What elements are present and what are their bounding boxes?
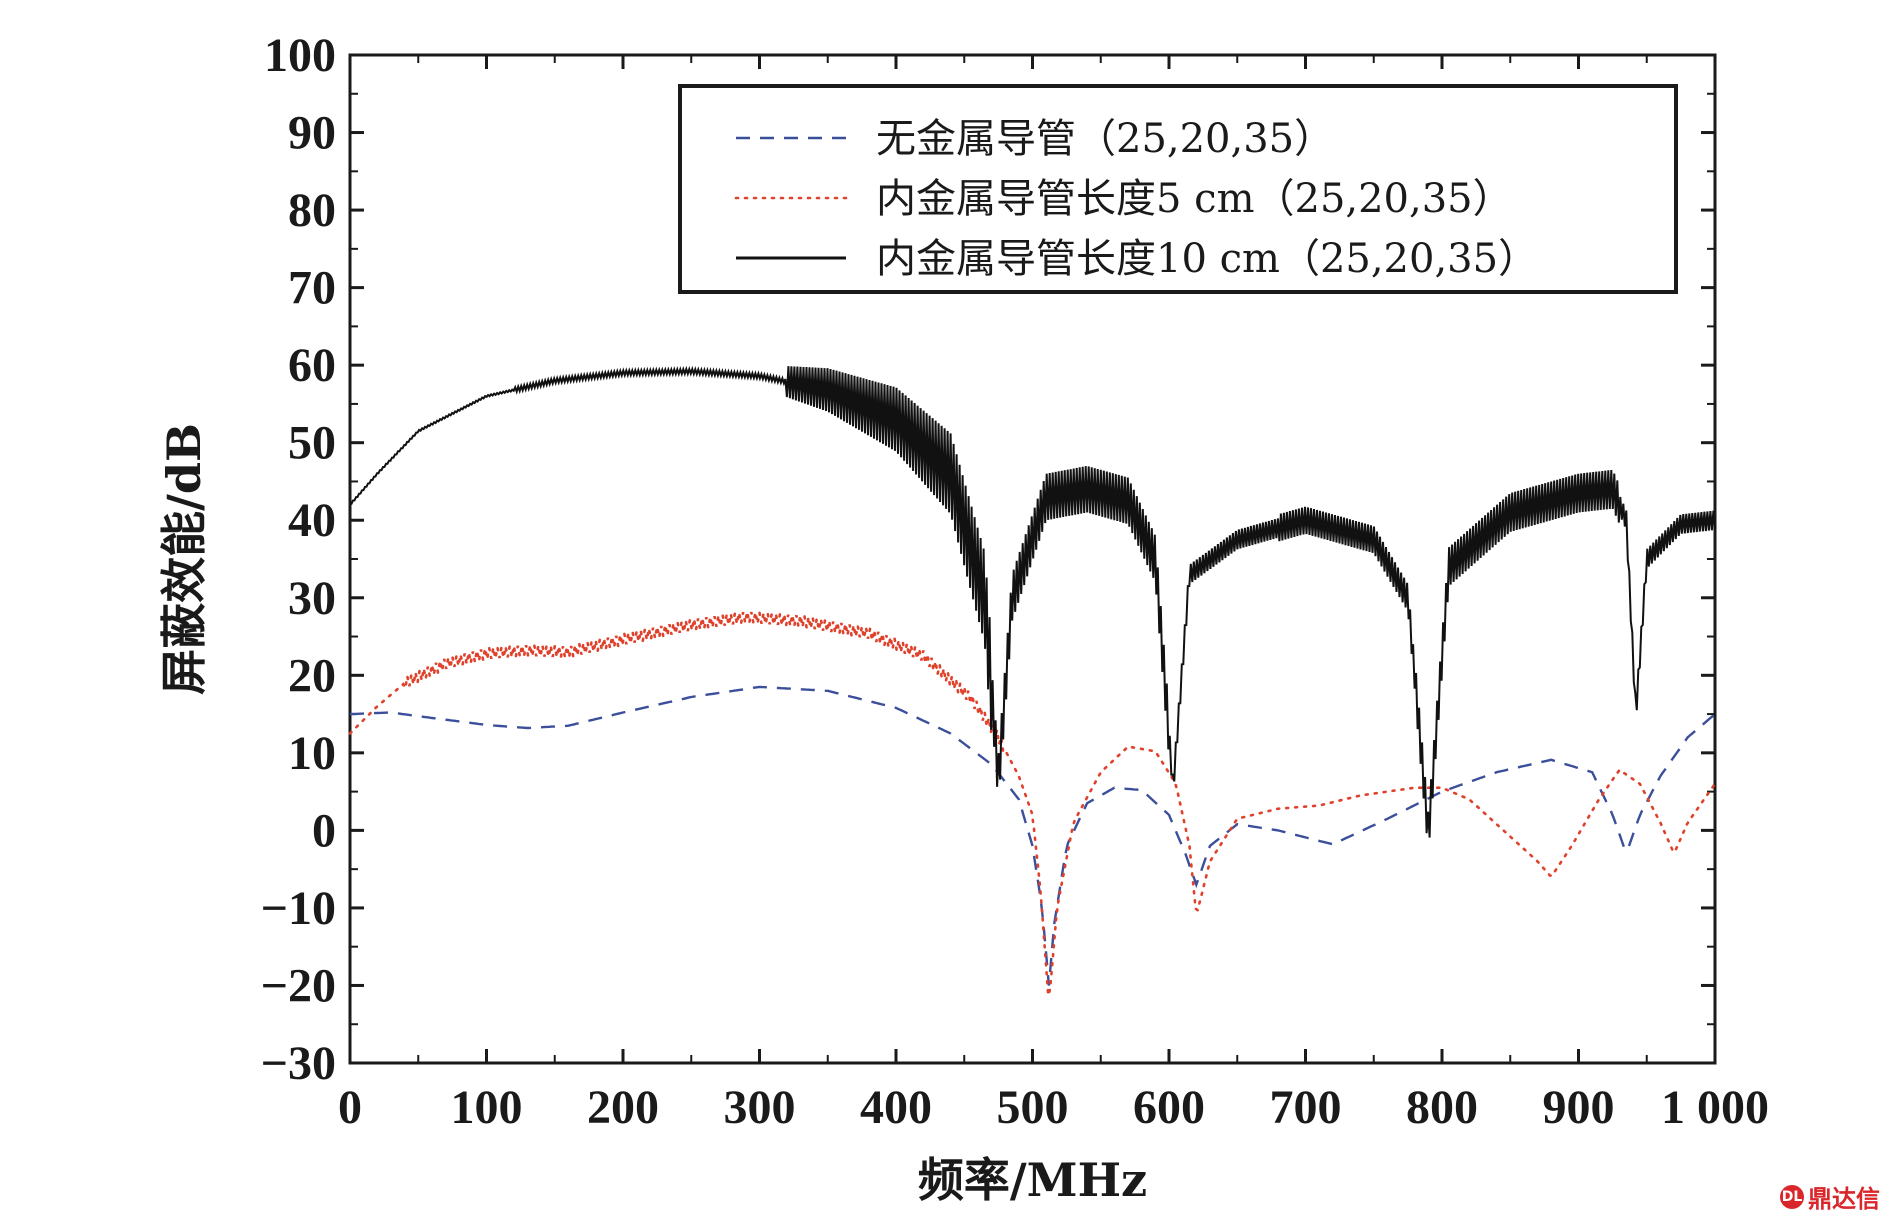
y-tick-label: 0 xyxy=(312,804,336,857)
x-tick-label: 900 xyxy=(1543,1081,1615,1134)
x-tick-label: 600 xyxy=(1133,1081,1205,1134)
legend-label-3: 内金属导管长度10 cm（25,20,35） xyxy=(876,236,1538,282)
y-tick-label: 90 xyxy=(288,107,336,160)
legend-label-2: 内金属导管长度5 cm（25,20,35） xyxy=(876,176,1513,222)
x-axis: 0 100 200 300 400 500 600 700 800 900 1 000 xyxy=(338,55,1769,1134)
x-tick-label: 400 xyxy=(860,1081,932,1134)
y-axis-title: 屏蔽效能/dB xyxy=(157,423,211,695)
x-tick-label: 100 xyxy=(451,1081,523,1134)
legend: 无金属导管（25,20,35） 内金属导管长度5 cm（25,20,35） 内金属导… xyxy=(678,84,1678,294)
brand-logo-icon: DL xyxy=(1780,1184,1804,1209)
x-tick-label: 200 xyxy=(587,1081,659,1134)
series-line-2 xyxy=(348,611,1715,996)
y-tick-label: −30 xyxy=(261,1037,336,1090)
y-tick-label: −10 xyxy=(261,882,336,935)
series-line-3 xyxy=(349,365,1716,838)
x-tick-label: 1 000 xyxy=(1661,1081,1769,1134)
y-tick-label: 40 xyxy=(288,494,336,547)
x-tick-label: 500 xyxy=(997,1081,1069,1134)
y-tick-label: 100 xyxy=(264,29,336,82)
series-line-1 xyxy=(349,685,1716,986)
legend-label-1: 无金属导管（25,20,35） xyxy=(876,116,1334,162)
y-tick-label: 70 xyxy=(288,262,336,315)
y-tick-label: 30 xyxy=(288,572,336,625)
x-tick-label: 0 xyxy=(338,1081,362,1134)
x-axis-title: 频率/MHz xyxy=(918,1153,1147,1207)
series-layer xyxy=(348,365,1716,996)
watermark: DL 鼎达信 xyxy=(1780,1179,1880,1214)
y-tick-label: 10 xyxy=(288,727,336,780)
x-tick-label: 700 xyxy=(1270,1081,1342,1134)
y-tick-label: −20 xyxy=(261,959,336,1012)
y-axis: −30 −20 −10 0 10 20 30 40 50 60 70 80 90 100 xyxy=(261,29,1715,1090)
x-tick-label: 300 xyxy=(724,1081,796,1134)
y-tick-label: 80 xyxy=(288,184,336,237)
y-tick-label: 60 xyxy=(288,339,336,392)
y-tick-label: 20 xyxy=(288,649,336,702)
y-tick-label: 50 xyxy=(288,417,336,470)
watermark-text: 鼎达信 xyxy=(1808,1185,1880,1213)
x-tick-label: 800 xyxy=(1406,1081,1478,1134)
